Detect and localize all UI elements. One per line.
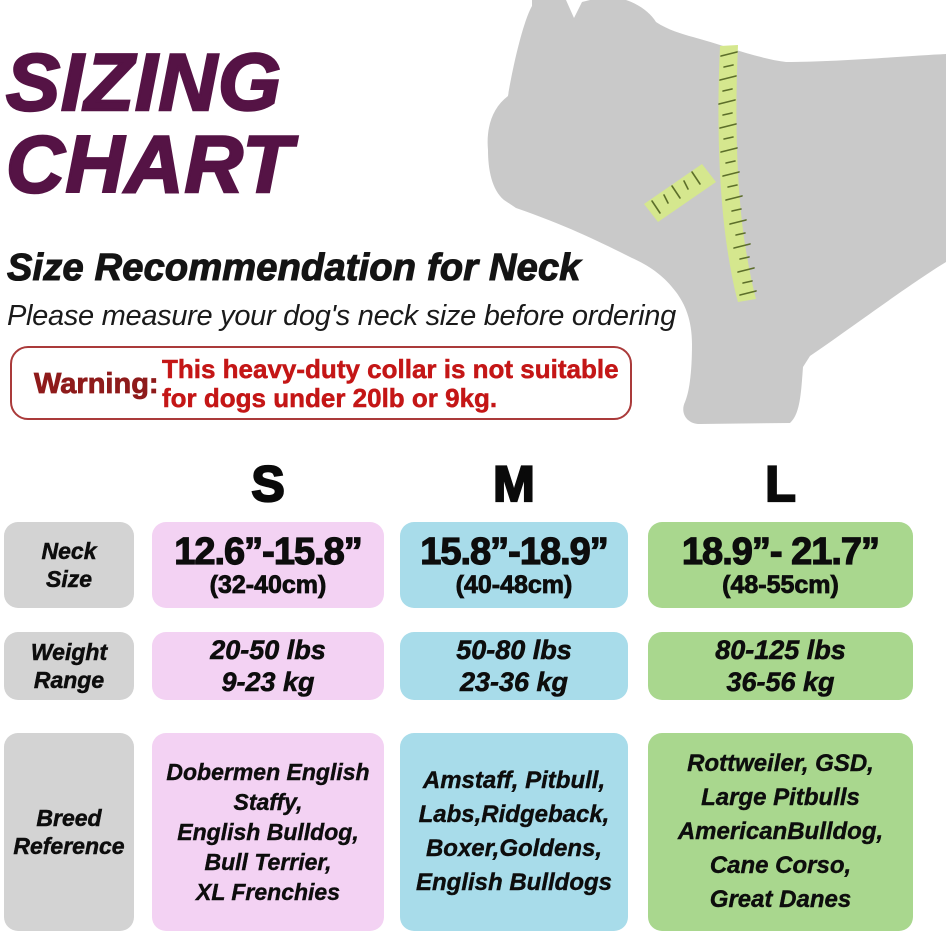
weight-range-m-cell: 50-80 lbs 23-36 kg — [400, 632, 628, 700]
cell-line: Boxer,Goldens, — [425, 835, 603, 862]
warning-message-line2: for dogs under 20lb or 9kg. — [162, 383, 498, 413]
cell-line: English Bulldogs — [416, 869, 612, 896]
cell-line: AmericanBulldog, — [677, 818, 884, 845]
cell-line: XL Frenchies — [195, 879, 341, 905]
weight-range-l-cell: 80-125 lbs 36-56 kg — [648, 632, 913, 700]
cell-line: 18.9”- 21.7” — [681, 530, 880, 573]
column-header-l: L — [764, 456, 797, 512]
cell-line: Bull Terrier, — [204, 849, 332, 875]
dog-silhouette-illustration — [487, 0, 946, 424]
cell-line: English Bulldog, — [177, 819, 359, 845]
cell-line: 9-23 kg — [221, 667, 315, 698]
tape-tick-marks — [651, 51, 757, 296]
cell-line: (40-48cm) — [455, 570, 573, 599]
cell-line: Staffy, — [233, 789, 303, 815]
column-header-s: S — [250, 456, 286, 512]
warning-label: Warning: — [34, 368, 159, 401]
cell-line: Rottweiler, GSD, — [687, 750, 874, 777]
cell-line: Amstaff, Pitbull, — [422, 767, 606, 794]
cell-line: 80-125 lbs — [715, 635, 846, 666]
cell-line: 50-80 lbs — [456, 635, 572, 666]
breed-reference-m-cell: Amstaff, Pitbull, Labs,Ridgeback, Boxer,… — [400, 733, 628, 931]
warning-message: This heavy-duty collar is not suitable f… — [162, 354, 619, 413]
cell-line: Great Danes — [709, 886, 852, 913]
weight-range-label-cell: Weight Range — [4, 632, 134, 700]
neck-size-m-cell: 15.8”-18.9” (40-48cm) — [400, 522, 628, 608]
cell-line: Cane Corso, — [709, 852, 852, 879]
breed-reference-label-cell: Breed Reference — [4, 733, 134, 931]
cell-line: Breed — [36, 805, 102, 832]
breed-reference-l-cell: Rottweiler, GSD, Large Pitbulls American… — [648, 733, 913, 931]
cell-line: Reference — [13, 833, 125, 860]
dog-body-shape — [487, 0, 946, 424]
cell-line: 12.6”-15.8” — [174, 530, 364, 573]
cell-line: (48-55cm) — [722, 570, 840, 599]
cell-line: Weight — [30, 639, 108, 666]
cell-line: 15.8”-18.9” — [420, 530, 610, 573]
warning-box: Warning: This heavy-duty collar is not s… — [10, 346, 632, 420]
cell-line: Dobermen English — [166, 759, 370, 785]
cell-line: 36-56 kg — [726, 667, 835, 698]
cell-line: Labs,Ridgeback, — [418, 801, 610, 828]
page-title: SIZING CHART — [5, 41, 294, 208]
cell-line: Large Pitbulls — [701, 784, 860, 811]
cell-line: (32-40cm) — [209, 570, 327, 599]
warning-message-line1: This heavy-duty collar is not suitable — [162, 354, 619, 384]
page-title-line2: CHART — [5, 120, 294, 210]
cell-line: Range — [33, 667, 105, 694]
breed-reference-s-cell: Dobermen English Staffy, English Bulldog… — [152, 733, 384, 931]
cell-line: Size — [45, 566, 93, 593]
page-title-line1: SIZING — [5, 38, 283, 128]
cell-line: 20-50 lbs — [210, 635, 326, 666]
subtitle: Size Recommendation for Neck — [6, 246, 581, 289]
tagline: Please measure your dog's neck size befo… — [7, 300, 676, 332]
neck-size-label-cell: Neck Size — [4, 522, 134, 608]
weight-range-s-cell: 20-50 lbs 9-23 kg — [152, 632, 384, 700]
neck-size-l-cell: 18.9”- 21.7” (48-55cm) — [648, 522, 913, 608]
cell-line: Neck — [41, 538, 97, 565]
measuring-tape-icon — [644, 45, 757, 302]
column-header-m: M — [492, 456, 536, 512]
cell-line: 23-36 kg — [459, 667, 569, 698]
neck-size-s-cell: 12.6”-15.8” (32-40cm) — [152, 522, 384, 608]
